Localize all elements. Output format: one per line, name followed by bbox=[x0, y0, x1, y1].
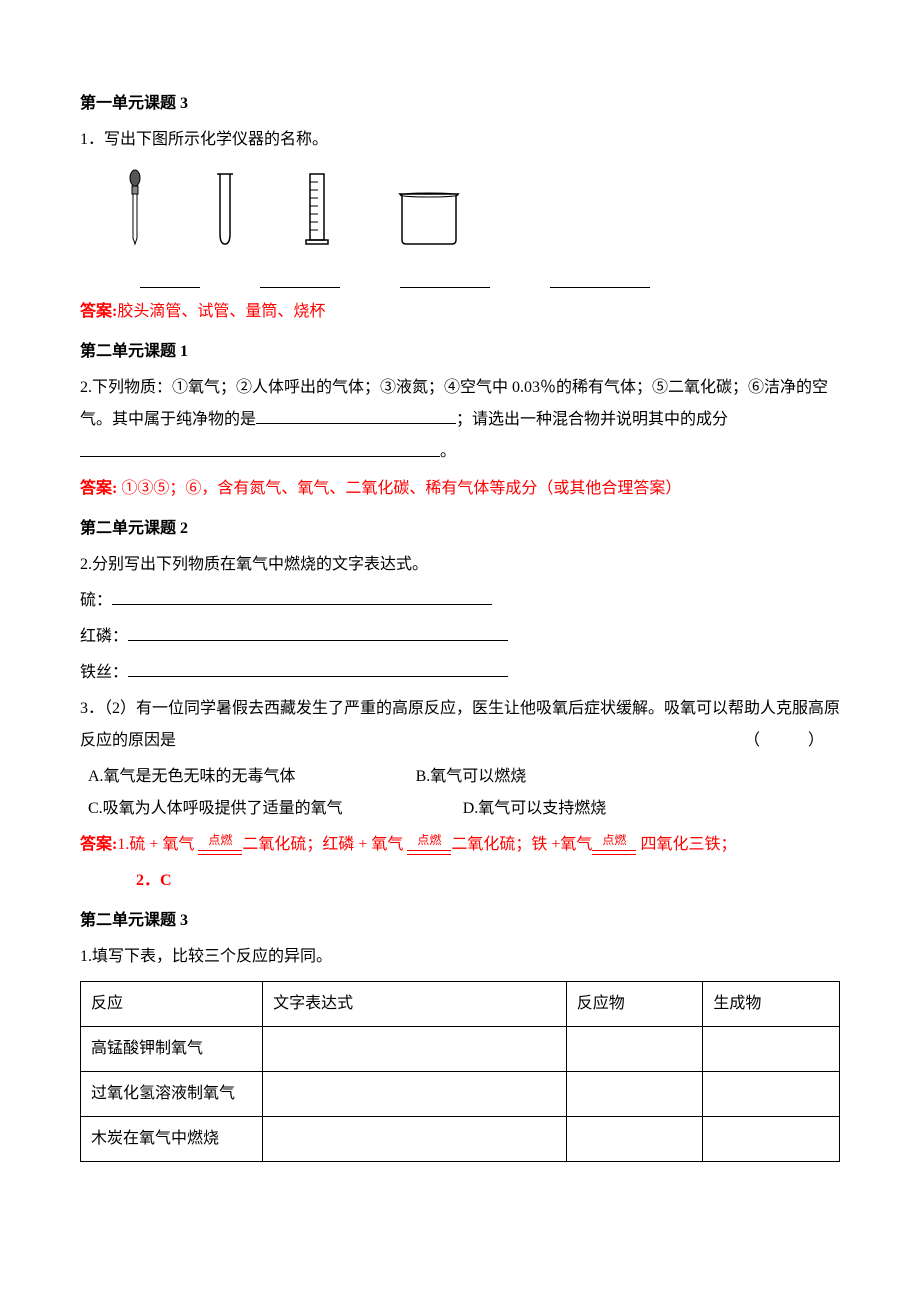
u1t3-q1: 1．写出下图所示化学仪器的名称。 bbox=[80, 124, 840, 156]
table-header-row: 反应 文字表达式 反应物 生成物 bbox=[81, 982, 840, 1027]
heading-u2t2: 第二单元课题 2 bbox=[80, 513, 840, 545]
u2t1-answer: 答案: ①③⑤；⑥，含有氮气、氧气、二氧化碳、稀有气体等成分（或其他合理答案） bbox=[80, 473, 840, 505]
instrument-images bbox=[120, 168, 840, 260]
cell[interactable] bbox=[263, 1117, 567, 1162]
label-phosphorus: 红磷： bbox=[80, 628, 128, 645]
dianran-2: 点燃 bbox=[407, 836, 451, 855]
col-reaction: 反应 bbox=[81, 982, 263, 1027]
table-row: 过氧化氢溶液制氧气 bbox=[81, 1072, 840, 1117]
blank-sulfur[interactable] bbox=[112, 585, 492, 605]
q3-paren[interactable]: （ ） bbox=[744, 725, 840, 757]
label-sulfur: 硫： bbox=[80, 592, 112, 609]
cell[interactable] bbox=[566, 1072, 703, 1117]
u2t3-q1: 1.填写下表，比较三个反应的异同。 bbox=[80, 941, 840, 973]
answer-label: 答案: bbox=[80, 480, 117, 497]
u2t2-q3: 3．（2）有一位同学暑假去西藏发生了严重的高原反应，医生让他吸氧后症状缓解。吸氧… bbox=[80, 693, 840, 757]
dianran-1: 点燃 bbox=[198, 836, 242, 855]
cell: 过氧化氢溶液制氧气 bbox=[81, 1072, 263, 1117]
cell: 木炭在氧气中燃烧 bbox=[81, 1117, 263, 1162]
line-iron: 铁丝： bbox=[80, 657, 840, 689]
u2t2-q2: 2.分别写出下列物质在氧气中燃烧的文字表达式。 bbox=[80, 549, 840, 581]
blank-1[interactable] bbox=[140, 268, 200, 288]
option-c[interactable]: C.吸氧为人体呼吸提供了适量的氧气 bbox=[88, 793, 343, 825]
option-b[interactable]: B.氧气可以燃烧 bbox=[416, 761, 527, 793]
heading-u1t3: 第一单元课题 3 bbox=[80, 88, 840, 120]
blank-2[interactable] bbox=[260, 268, 340, 288]
col-expression: 文字表达式 bbox=[263, 982, 567, 1027]
ans1b: 二氧化硫；红磷 + 氧气 bbox=[242, 836, 407, 853]
options-row2: C.吸氧为人体呼吸提供了适量的氧气 D.氧气可以支持燃烧 bbox=[88, 793, 840, 825]
u2t1-q2: 2.下列物质：①氧气；②人体呼出的气体；③液氮；④空气中 0.03％的稀有气体；… bbox=[80, 372, 840, 468]
answer-label: 答案: bbox=[80, 303, 117, 320]
cell[interactable] bbox=[263, 1072, 567, 1117]
q3-text: 3．（2）有一位同学暑假去西藏发生了严重的高原反应，医生让他吸氧后症状缓解。吸氧… bbox=[80, 700, 840, 749]
u1t3-answer: 答案:胶头滴管、试管、量筒、烧杯 bbox=[80, 296, 840, 328]
label-iron: 铁丝： bbox=[80, 664, 128, 681]
options-row1: A.氧气是无色无味的无毒气体 B.氧气可以燃烧 bbox=[88, 761, 840, 793]
answer-text: ①③⑤；⑥，含有氮气、氧气、二氧化碳、稀有气体等成分（或其他合理答案） bbox=[117, 480, 681, 497]
cell[interactable] bbox=[703, 1117, 840, 1162]
ans1d: 四氧化三铁； bbox=[636, 836, 736, 853]
q2-blank1[interactable] bbox=[256, 404, 456, 424]
q2-blank2[interactable] bbox=[80, 436, 440, 456]
ans1c: 二氧化硫；铁 +氧气 bbox=[451, 836, 592, 853]
line-phosphorus: 红磷： bbox=[80, 621, 840, 653]
cell[interactable] bbox=[263, 1027, 567, 1072]
answer-text: 胶头滴管、试管、量筒、烧杯 bbox=[117, 303, 325, 320]
compare-table: 反应 文字表达式 反应物 生成物 高锰酸钾制氧气 过氧化氢溶液制氧气 木炭在氧气… bbox=[80, 981, 840, 1162]
test-tube-icon bbox=[210, 168, 240, 260]
blank-4[interactable] bbox=[550, 268, 650, 288]
blank-phosphorus[interactable] bbox=[128, 621, 508, 641]
answer-label: 答案: bbox=[80, 836, 117, 853]
cell[interactable] bbox=[703, 1072, 840, 1117]
cell: 高锰酸钾制氧气 bbox=[81, 1027, 263, 1072]
heading-u2t1: 第二单元课题 1 bbox=[80, 336, 840, 368]
blank-iron[interactable] bbox=[128, 657, 508, 677]
dianran-3: 点燃 bbox=[592, 836, 636, 855]
col-reactants: 反应物 bbox=[566, 982, 703, 1027]
q2-mid: ；请选出一种混合物并说明其中的成分 bbox=[456, 411, 728, 428]
ans1a: 1.硫 + 氧气 bbox=[117, 836, 198, 853]
instrument-blanks bbox=[140, 268, 840, 288]
dropper-icon bbox=[120, 168, 150, 260]
q2-end: 。 bbox=[440, 444, 456, 461]
heading-u2t3: 第二单元课题 3 bbox=[80, 905, 840, 937]
u2t2-answer2: 2．C bbox=[136, 865, 840, 897]
blank-3[interactable] bbox=[400, 268, 490, 288]
graduated-cylinder-icon bbox=[300, 168, 334, 260]
line-sulfur: 硫： bbox=[80, 585, 840, 617]
cell[interactable] bbox=[566, 1117, 703, 1162]
u2t2-answer: 答案:1.硫 + 氧气 点燃二氧化硫；红磷 + 氧气 点燃二氧化硫；铁 +氧气点… bbox=[80, 829, 840, 861]
col-products: 生成物 bbox=[703, 982, 840, 1027]
beaker-icon bbox=[394, 188, 464, 260]
table-row: 高锰酸钾制氧气 bbox=[81, 1027, 840, 1072]
cell[interactable] bbox=[703, 1027, 840, 1072]
table-row: 木炭在氧气中燃烧 bbox=[81, 1117, 840, 1162]
option-a[interactable]: A.氧气是无色无味的无毒气体 bbox=[88, 761, 296, 793]
cell[interactable] bbox=[566, 1027, 703, 1072]
option-d[interactable]: D.氧气可以支持燃烧 bbox=[463, 793, 607, 825]
